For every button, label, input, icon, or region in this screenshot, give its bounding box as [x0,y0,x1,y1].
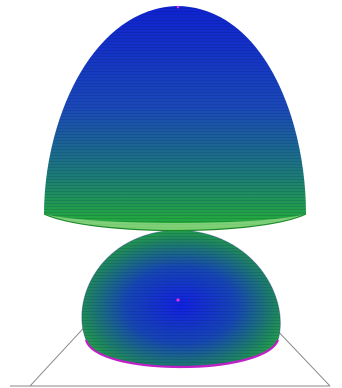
center-point [176,298,180,302]
boundary-curve [84,339,280,369]
apex-point [176,5,180,9]
